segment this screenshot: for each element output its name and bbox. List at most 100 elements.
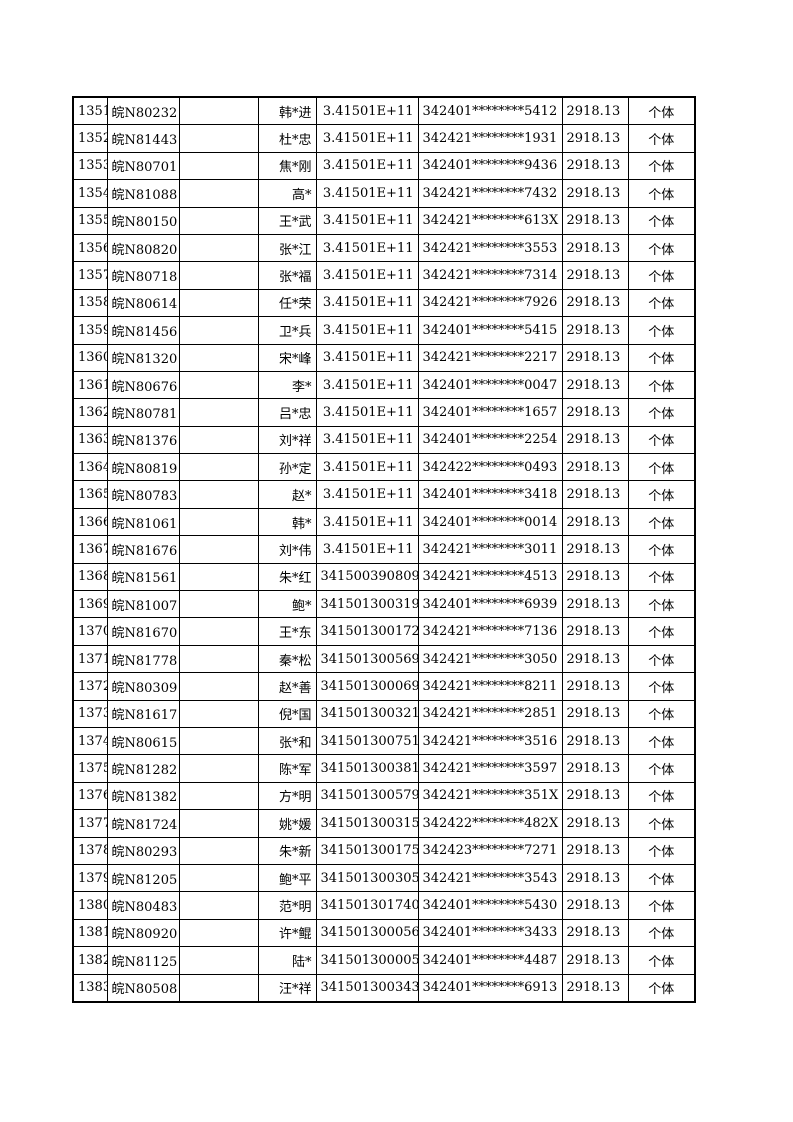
type: 个体	[627, 233, 696, 263]
id-number: 342401********5412	[417, 96, 563, 126]
row-number: 1379	[72, 863, 108, 893]
id-number: 342421********7136	[417, 617, 563, 646]
name: 陆*	[257, 946, 317, 975]
blank-cell	[178, 261, 259, 290]
table-row: 1367皖N81676 刘*伟3.41501E+11342421********3…	[72, 535, 696, 564]
name: 赵*善	[257, 672, 317, 701]
plate: 皖N81376	[106, 425, 180, 455]
account: 341501300343	[315, 973, 419, 1003]
table-row: 1380皖N80483 范*明341501301740342401********…	[72, 891, 696, 920]
table-body: 1351皖N80232韩*进3.41501E+11342401********5…	[72, 96, 696, 1003]
row-number: 1375	[72, 754, 108, 783]
id-number: 342421********3543	[417, 863, 563, 893]
blank-cell	[178, 617, 259, 646]
id-number: 342421********351X	[417, 781, 563, 811]
amount: 2918.13	[561, 480, 629, 509]
name: 王*东	[257, 617, 317, 646]
type: 个体	[627, 370, 696, 400]
type: 个体	[627, 288, 696, 318]
row-number: 1365	[72, 480, 108, 509]
amount: 2918.13	[561, 891, 629, 920]
type: 个体	[627, 562, 696, 592]
row-number: 1373	[72, 699, 108, 728]
type: 个体	[627, 480, 696, 509]
amount: 2918.13	[561, 699, 629, 728]
name: 韩*	[257, 507, 317, 537]
plate: 皖N81443	[106, 124, 180, 153]
row-number: 1360	[72, 343, 108, 372]
table-row: 1352皖N81443 杜*忠3.41501E+11342421********1…	[72, 124, 696, 153]
account: 341501300319	[315, 590, 419, 619]
account: 3.41501E+11	[315, 206, 419, 235]
table-row: 1351皖N80232 韩*进3.41501E+11342401********5…	[72, 96, 696, 126]
amount: 2918.13	[561, 562, 629, 592]
name: 高*	[257, 179, 317, 208]
plate: 皖N81670	[106, 617, 180, 646]
table-row: 1365皖N80783 赵*3.41501E+11342401********34…	[72, 480, 696, 509]
name: 鲍*平	[257, 863, 317, 893]
account: 341501300056	[315, 918, 419, 948]
id-number: 342423********7271	[417, 836, 563, 865]
blank-cell	[178, 644, 259, 674]
blank-cell	[178, 370, 259, 400]
name: 张*福	[257, 261, 317, 290]
row-number: 1363	[72, 425, 108, 455]
id-number: 342421********3553	[417, 233, 563, 263]
row-number: 1361	[72, 370, 108, 400]
type: 个体	[627, 398, 696, 427]
id-number: 342421********7314	[417, 261, 563, 290]
id-number: 342401********5415	[417, 316, 563, 345]
id-number: 342401********1657	[417, 398, 563, 427]
amount: 2918.13	[561, 343, 629, 372]
blank-cell	[178, 726, 259, 756]
name: 汪*祥	[257, 973, 317, 1003]
table-row: 1370皖N81670 王*东341501300172342421********…	[72, 617, 696, 646]
name: 吕*忠	[257, 398, 317, 427]
plate: 皖N80718	[106, 261, 180, 290]
row-number: 1357	[72, 261, 108, 290]
table-row: 1364皖N80819 孙*定3.41501E+11342422********0…	[72, 453, 696, 482]
blank-cell	[178, 946, 259, 975]
type: 个体	[627, 507, 696, 537]
blank-cell	[178, 151, 259, 181]
account: 3.41501E+11	[315, 233, 419, 263]
account: 3.41501E+11	[315, 316, 419, 345]
name: 任*荣	[257, 288, 317, 318]
amount: 2918.13	[561, 124, 629, 153]
id-number: 342401********9436	[417, 151, 563, 181]
table-row: 1379皖N81205 鲍*平341501300305342421********…	[72, 863, 696, 893]
table-row: 1374皖N80615 张*和341501300751342421********…	[72, 726, 696, 756]
type: 个体	[627, 781, 696, 811]
account: 3.41501E+11	[315, 425, 419, 455]
blank-cell	[178, 124, 259, 153]
account: 341501300381	[315, 754, 419, 783]
table-row: 1354皖N81088 高*3.41501E+11342421********74…	[72, 179, 696, 208]
type: 个体	[627, 425, 696, 455]
amount: 2918.13	[561, 918, 629, 948]
account: 3.41501E+11	[315, 398, 419, 427]
blank-cell	[178, 535, 259, 564]
plate: 皖N80920	[106, 918, 180, 948]
plate: 皖N81007	[106, 590, 180, 619]
id-number: 342422********0493	[417, 453, 563, 482]
amount: 2918.13	[561, 863, 629, 893]
blank-cell	[178, 425, 259, 455]
amount: 2918.13	[561, 726, 629, 756]
blank-cell	[178, 754, 259, 783]
row-number: 1359	[72, 316, 108, 345]
plate: 皖N81617	[106, 699, 180, 728]
table-row: 1360皖N81320 宋*峰3.41501E+11342421********2…	[72, 343, 696, 372]
account: 3.41501E+11	[315, 370, 419, 400]
type: 个体	[627, 617, 696, 646]
type: 个体	[627, 754, 696, 783]
id-number: 342401********6913	[417, 973, 563, 1003]
id-number: 342421********1931	[417, 124, 563, 153]
amount: 2918.13	[561, 781, 629, 811]
blank-cell	[178, 590, 259, 619]
table-row: 1358皖N80614 任*荣3.41501E+11342421********7…	[72, 288, 696, 318]
account: 3.41501E+11	[315, 179, 419, 208]
id-number: 342401********5430	[417, 891, 563, 920]
type: 个体	[627, 891, 696, 920]
row-number: 1354	[72, 179, 108, 208]
table-row: 1377皖N81724 姚*媛341501300315342422********…	[72, 809, 696, 838]
